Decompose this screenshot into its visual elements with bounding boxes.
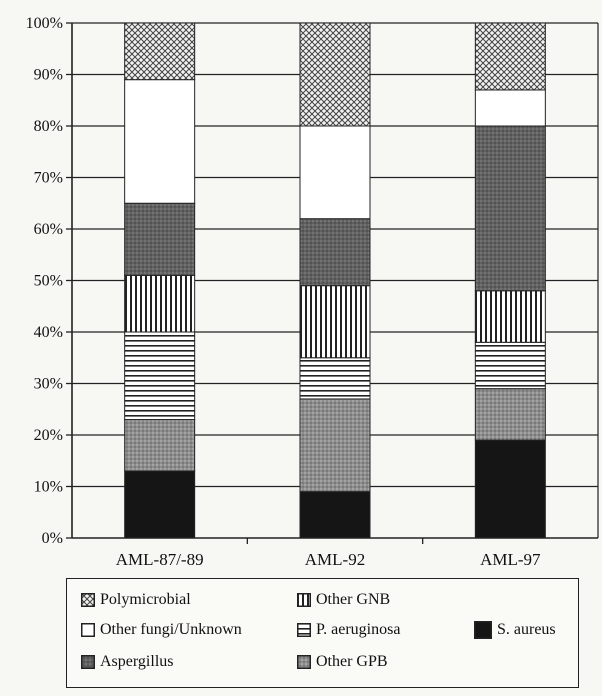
legend-swatch bbox=[474, 621, 492, 639]
bar-segment bbox=[299, 218, 371, 287]
legend-swatch bbox=[81, 623, 95, 637]
y-tick-label: 40% bbox=[34, 324, 63, 341]
y-tick-label: 100% bbox=[26, 15, 63, 32]
legend-swatch bbox=[81, 655, 95, 669]
bar-segment bbox=[124, 22, 196, 81]
legend-swatch bbox=[297, 623, 311, 637]
axes: 0% 10% 20% 30% 40% 50% 60% 70% 80% 90% 100% AML-87/… bbox=[26, 15, 599, 569]
legend-label: Other GPB bbox=[316, 653, 388, 670]
legend-label: Polymicrobial bbox=[100, 591, 191, 608]
bar-segment bbox=[299, 22, 371, 127]
bar-segment bbox=[474, 290, 546, 343]
legend: Polymicrobial Other GNB Other fungi/Unknow… bbox=[66, 578, 579, 688]
y-tick-label: 90% bbox=[34, 67, 63, 84]
legend-item: Other GNB bbox=[297, 591, 390, 609]
y-tick-label: 50% bbox=[34, 273, 63, 290]
y-tick-label: 10% bbox=[34, 479, 63, 496]
bar-segment bbox=[474, 439, 546, 539]
y-tick-label: 60% bbox=[34, 221, 63, 238]
legend-swatch bbox=[297, 655, 311, 669]
bar-segment bbox=[299, 398, 371, 493]
legend-item: Other fungi/Unknown bbox=[81, 621, 242, 639]
bar-segment bbox=[124, 79, 196, 204]
legend-label: Other fungi/Unknown bbox=[100, 621, 242, 638]
bar-segment bbox=[124, 419, 196, 472]
bar-segment bbox=[299, 125, 371, 220]
x-tick-label: AML-87/-89 bbox=[116, 550, 204, 569]
y-tick-label: 0% bbox=[42, 530, 63, 547]
bar-segment bbox=[124, 470, 196, 539]
bar-segment bbox=[124, 331, 196, 421]
bar-segment bbox=[124, 274, 196, 333]
legend-label: Aspergillus bbox=[100, 653, 174, 670]
legend-item: S. aureus bbox=[474, 621, 556, 639]
legend-item: Other GPB bbox=[297, 653, 388, 671]
y-tick-label: 70% bbox=[34, 170, 63, 187]
y-tick-label: 80% bbox=[34, 118, 63, 135]
legend-label: S. aureus bbox=[497, 621, 556, 638]
x-tick-label: AML-97 bbox=[480, 550, 541, 569]
y-tick-label: 20% bbox=[34, 427, 63, 444]
stacked-bar-chart: 0% 10% 20% 30% 40% 50% 60% 70% 80% 90% 100% AML-87/… bbox=[26, 15, 599, 569]
legend-swatch bbox=[297, 593, 311, 607]
bar-segment bbox=[474, 125, 546, 292]
y-tick-label: 30% bbox=[34, 376, 63, 393]
bar-segment bbox=[474, 22, 546, 91]
bar-segment bbox=[299, 357, 371, 400]
bar-segment bbox=[474, 341, 546, 390]
legend-label: P. aeruginosa bbox=[316, 621, 401, 638]
bars bbox=[124, 22, 546, 539]
legend-item: P. aeruginosa bbox=[297, 621, 400, 639]
bar-segment bbox=[474, 89, 546, 127]
bar-segment bbox=[474, 388, 546, 441]
bar-segment bbox=[299, 491, 371, 539]
legend-item: Aspergillus bbox=[81, 653, 173, 671]
bar-segment bbox=[299, 285, 371, 359]
x-tick-label: AML-92 bbox=[305, 550, 365, 569]
legend-swatch bbox=[81, 593, 95, 607]
legend-item: Polymicrobial bbox=[81, 591, 191, 609]
bar-segment bbox=[124, 202, 196, 276]
legend-label: Other GNB bbox=[316, 591, 391, 608]
